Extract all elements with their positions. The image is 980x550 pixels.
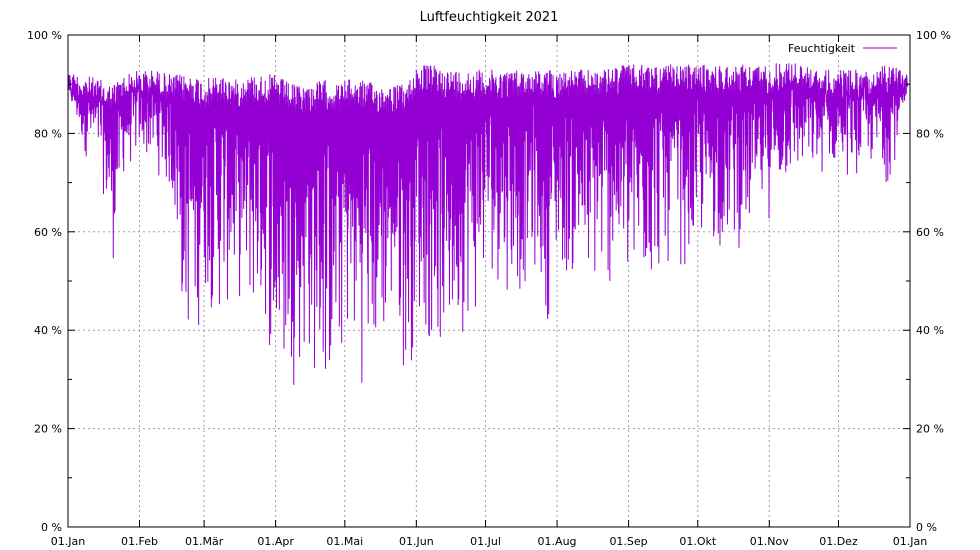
x-tick-label: 01.Dez [819, 535, 858, 548]
y-tick-label: 20 % [34, 423, 62, 436]
y-tick-label: 60 % [34, 226, 62, 239]
x-tick-label: 01.Nov [750, 535, 789, 548]
x-tick-label: 01.Apr [257, 535, 294, 548]
y-tick-label-right: 100 % [916, 29, 951, 42]
y-tick-label-right: 0 % [916, 521, 937, 534]
legend-label: Feuchtigkeit [788, 42, 856, 55]
x-tick-label: 01.Okt [679, 535, 717, 548]
y-tick-label-right: 40 % [916, 324, 944, 337]
humidity-series [67, 63, 909, 385]
y-tick-label: 0 % [41, 521, 62, 534]
x-tick-label: 01.Jan [893, 535, 927, 548]
x-tick-label: 01.Jul [470, 535, 501, 548]
y-tick-label-right: 60 % [916, 226, 944, 239]
y-axis: 0 % 0 % 20 % 20 % 40 % 40 % 60 % 60 % 80 % 80 % 10… [27, 29, 951, 534]
y-tick-label-right: 20 % [916, 423, 944, 436]
x-tick-label: 01.Aug [538, 535, 577, 548]
x-tick-label: 01.Sep [609, 535, 647, 548]
x-tick-label: 01.Jan [51, 535, 85, 548]
y-tick-label-right: 80 % [916, 127, 944, 140]
x-tick-label: 01.Mai [326, 535, 363, 548]
legend: Feuchtigkeit [788, 42, 897, 55]
x-tick-label: 01.Feb [121, 535, 158, 548]
x-axis: 01.Jan 01.Feb 01.Mär 01.Apr 01.Mai 01.Jun 01.J… [51, 35, 927, 548]
y-tick-label: 40 % [34, 324, 62, 337]
humidity-line [67, 63, 909, 385]
chart-title: Luftfeuchtigkeit 2021 [420, 10, 559, 25]
y-tick-label: 80 % [34, 127, 62, 140]
x-tick-label: 01.Jun [399, 535, 434, 548]
x-tick-label: 01.Mär [185, 535, 224, 548]
y-tick-label: 100 % [27, 29, 62, 42]
